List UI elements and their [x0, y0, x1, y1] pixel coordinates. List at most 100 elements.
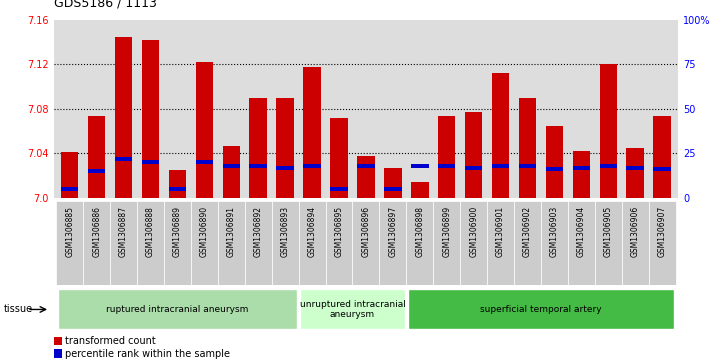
Bar [276, 166, 294, 170]
Bar [626, 148, 644, 198]
Text: GSM1306891: GSM1306891 [227, 205, 236, 257]
Text: GSM1306900: GSM1306900 [469, 205, 478, 257]
Bar [465, 112, 483, 198]
Text: GSM1306902: GSM1306902 [523, 205, 532, 257]
Bar [514, 201, 541, 285]
Bar [545, 167, 563, 171]
Bar [88, 169, 106, 173]
Bar [331, 118, 348, 198]
Bar [357, 156, 375, 198]
Bar [649, 201, 675, 285]
Text: GDS5186 / 1113: GDS5186 / 1113 [54, 0, 156, 9]
Bar [115, 37, 132, 198]
Bar [411, 182, 428, 198]
Bar [303, 67, 321, 198]
Text: GSM1306892: GSM1306892 [253, 205, 263, 257]
Bar [465, 166, 483, 170]
Bar [223, 164, 240, 168]
Text: GSM1306887: GSM1306887 [119, 205, 128, 257]
Bar [384, 187, 401, 191]
Bar [653, 167, 671, 171]
Bar [83, 201, 110, 285]
Bar [56, 201, 83, 285]
Bar [249, 98, 267, 198]
Bar [406, 201, 433, 285]
Bar [326, 201, 353, 285]
Bar [600, 65, 617, 198]
Bar [545, 126, 563, 198]
Bar [169, 187, 186, 191]
Bar [487, 201, 514, 285]
Bar [653, 115, 671, 198]
Bar [164, 201, 191, 285]
Bar [438, 164, 456, 168]
Text: GSM1306906: GSM1306906 [630, 205, 640, 257]
Bar [223, 146, 240, 198]
Text: GSM1306890: GSM1306890 [200, 205, 209, 257]
Bar [61, 152, 79, 198]
Bar [626, 166, 644, 170]
Bar [303, 164, 321, 168]
Text: superficial temporal artery: superficial temporal artery [480, 305, 602, 314]
Bar [492, 73, 509, 198]
Text: GSM1306897: GSM1306897 [388, 205, 398, 257]
Bar [276, 98, 294, 198]
Bar [142, 40, 159, 198]
Text: GSM1306889: GSM1306889 [173, 205, 182, 257]
Text: GSM1306896: GSM1306896 [361, 205, 371, 257]
Bar [357, 164, 375, 168]
Text: GSM1306899: GSM1306899 [442, 205, 451, 257]
Bar [54, 349, 62, 358]
Bar [541, 201, 568, 285]
Text: GSM1306904: GSM1306904 [577, 205, 586, 257]
Bar [249, 164, 267, 168]
Bar [573, 166, 590, 170]
Bar [433, 201, 461, 285]
Text: GSM1306894: GSM1306894 [308, 205, 316, 257]
Bar [411, 164, 428, 168]
Text: percentile rank within the sample: percentile rank within the sample [65, 349, 231, 359]
Bar [600, 164, 617, 168]
Bar [300, 289, 405, 330]
Text: GSM1306893: GSM1306893 [281, 205, 290, 257]
Bar [115, 157, 132, 161]
Bar [384, 168, 401, 198]
Text: GSM1306907: GSM1306907 [658, 205, 667, 257]
Text: GSM1306885: GSM1306885 [65, 205, 74, 257]
Bar [58, 289, 297, 330]
Text: tissue: tissue [4, 305, 33, 314]
Bar [331, 187, 348, 191]
Bar [110, 201, 137, 285]
Bar [461, 201, 487, 285]
Bar [191, 201, 218, 285]
Text: GSM1306886: GSM1306886 [92, 205, 101, 257]
Bar [196, 62, 213, 198]
Bar [169, 170, 186, 198]
Bar [218, 201, 245, 285]
Bar [492, 164, 509, 168]
Bar [196, 160, 213, 164]
Text: ruptured intracranial aneurysm: ruptured intracranial aneurysm [106, 305, 248, 314]
Bar [568, 201, 595, 285]
Bar [271, 201, 298, 285]
Bar [298, 201, 326, 285]
Bar [137, 201, 164, 285]
Bar [519, 164, 536, 168]
Bar [379, 201, 406, 285]
Bar [519, 98, 536, 198]
Bar [622, 201, 649, 285]
Text: GSM1306898: GSM1306898 [416, 205, 424, 257]
Bar [595, 201, 622, 285]
Bar [245, 201, 271, 285]
Text: transformed count: transformed count [65, 336, 156, 346]
Bar [88, 115, 106, 198]
Text: GSM1306903: GSM1306903 [550, 205, 559, 257]
Bar [353, 201, 379, 285]
Bar [61, 187, 79, 191]
Bar [54, 337, 62, 346]
Bar [142, 160, 159, 164]
Text: GSM1306905: GSM1306905 [604, 205, 613, 257]
Bar [438, 115, 456, 198]
Bar [573, 151, 590, 198]
Text: GSM1306895: GSM1306895 [334, 205, 343, 257]
